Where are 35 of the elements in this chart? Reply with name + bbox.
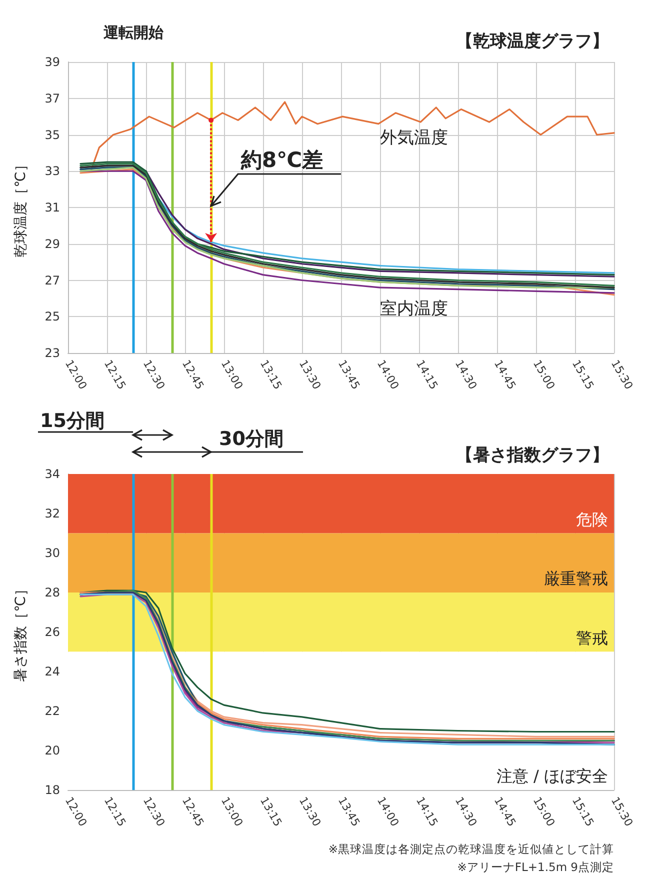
band-label: 危険 (576, 510, 608, 529)
y-tick-label: 20 (44, 744, 60, 758)
y-tick-label: 29 (44, 236, 60, 251)
y-tick-label: 18 (44, 783, 60, 797)
text: 30分間 (219, 427, 284, 452)
y-tick-label: 33 (44, 164, 60, 178)
text: 15分間 (40, 409, 104, 434)
text: ※アリーナFL+1.5m 9点測定 (457, 860, 614, 874)
y-tick-label: 26 (44, 625, 60, 639)
y-tick-label: 30 (44, 546, 60, 560)
y-tick-label: 22 (44, 704, 60, 718)
annotation: 約8℃差 (241, 146, 324, 174)
y-tick-label: 28 (44, 586, 60, 600)
ref-line-label: 運転開始 (102, 24, 165, 42)
annotation: 外気温度 (380, 127, 448, 149)
y-tick-label: 27 (44, 273, 60, 288)
y-tick-label: 37 (44, 91, 60, 106)
y-tick-label: 32 (44, 506, 60, 520)
chart-title: 【乾球温度グラフ】 (456, 32, 609, 52)
y-tick-label: 31 (44, 200, 60, 214)
text: ※黒球温度は各測定点の乾球温度を近似値として計算 (328, 842, 614, 856)
band-label: 警戒 (576, 628, 608, 648)
y-axis-title: 乾球温度［℃］ (13, 158, 29, 258)
y-tick-label: 39 (44, 55, 60, 69)
y-tick-label: 34 (44, 467, 60, 481)
band-label: 注意 / ほぼ安全 (496, 766, 608, 786)
y-tick-label: 23 (44, 346, 60, 360)
y-tick-label: 25 (44, 310, 60, 324)
y-tick-label: 24 (44, 664, 60, 678)
y-axis-title: 暑さ指数［℃］ (13, 582, 29, 682)
y-tick-label: 35 (44, 128, 60, 142)
line-series (90, 101, 615, 170)
chart-title: 【暑さ指数グラフ】 (456, 446, 609, 466)
annotation: 室内温度 (380, 298, 448, 320)
band-label: 厳重警戒 (544, 569, 608, 588)
